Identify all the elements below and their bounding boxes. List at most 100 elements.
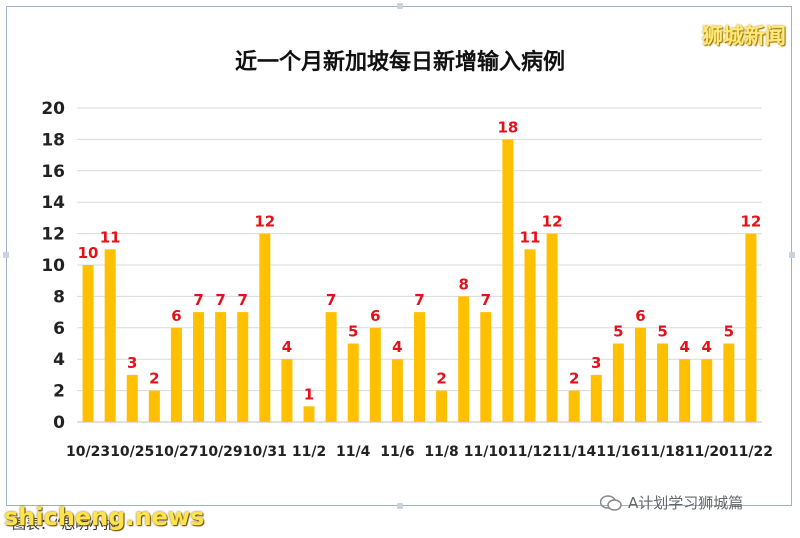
bar xyxy=(82,265,94,422)
y-tick-label: 0 xyxy=(53,413,65,433)
brand-watermark: 狮城新闻 xyxy=(702,24,786,48)
bar xyxy=(104,249,116,422)
bar xyxy=(215,312,227,422)
data-label: 2 xyxy=(149,370,159,388)
y-tick-label: 2 xyxy=(53,382,65,402)
data-label: 7 xyxy=(414,291,424,309)
bar xyxy=(701,359,713,422)
wechat-icon xyxy=(599,494,622,512)
bar xyxy=(303,406,315,422)
bar xyxy=(590,374,602,422)
resize-handle-top[interactable] xyxy=(397,3,403,9)
bar xyxy=(634,327,646,422)
data-label: 6 xyxy=(171,307,181,325)
bar xyxy=(391,359,403,422)
x-tick-label: 11/8 xyxy=(424,444,458,460)
data-label: 7 xyxy=(481,291,491,309)
x-tick-label: 11/22 xyxy=(729,444,773,460)
data-label: 1 xyxy=(304,385,314,403)
data-label: 5 xyxy=(348,323,358,341)
bar xyxy=(237,312,249,422)
bar xyxy=(436,390,448,422)
y-tick-label: 10 xyxy=(41,256,65,276)
bar xyxy=(657,343,669,422)
x-tick-label: 11/2 xyxy=(292,444,326,460)
source-note: 图表：“思明小报” xyxy=(12,517,125,533)
x-tick-label: 11/6 xyxy=(380,444,414,460)
data-label: 4 xyxy=(392,338,402,356)
x-tick-label: 11/4 xyxy=(336,444,371,460)
bar xyxy=(414,312,425,422)
y-tick-label: 18 xyxy=(41,130,65,150)
data-label: 7 xyxy=(215,291,225,309)
data-label: 6 xyxy=(370,307,380,325)
data-label: 4 xyxy=(282,338,292,356)
data-label: 12 xyxy=(254,213,275,231)
account-name: A计划学习狮城篇 xyxy=(628,494,744,512)
y-tick-label: 14 xyxy=(41,193,65,213)
data-label: 10 xyxy=(78,244,99,262)
x-tick-label: 11/18 xyxy=(641,444,685,460)
data-label: 2 xyxy=(569,370,579,388)
data-label: 3 xyxy=(591,354,601,372)
chart-title: 近一个月新加坡每日新增输入病例 xyxy=(234,50,565,75)
x-tick-label: 11/16 xyxy=(596,444,640,460)
site-watermark: shicheng.news xyxy=(4,503,205,531)
data-label: 11 xyxy=(100,228,121,246)
y-tick-label: 4 xyxy=(53,350,65,370)
y-tick-label: 8 xyxy=(53,287,65,307)
data-label: 4 xyxy=(679,338,689,356)
y-tick-label: 6 xyxy=(53,319,65,339)
bar xyxy=(480,312,492,422)
data-label: 5 xyxy=(613,323,623,341)
bar xyxy=(568,390,580,422)
y-tick-label: 20 xyxy=(41,99,65,119)
data-label: 12 xyxy=(542,213,563,231)
data-label: 5 xyxy=(657,323,667,341)
bar xyxy=(259,233,271,422)
x-tick-label: 11/10 xyxy=(464,444,508,460)
data-label: 5 xyxy=(724,323,734,341)
x-tick-label: 10/25 xyxy=(110,444,154,460)
account-badge: A计划学习狮城篇 xyxy=(599,492,744,513)
bar xyxy=(193,312,205,422)
x-tick-label: 11/20 xyxy=(685,444,729,460)
x-tick-label: 10/27 xyxy=(154,444,198,460)
data-label: 7 xyxy=(193,291,203,309)
bar xyxy=(546,233,558,422)
x-tick-label: 10/29 xyxy=(199,444,243,460)
bar xyxy=(369,327,381,422)
x-tick-label: 11/14 xyxy=(552,444,596,460)
bar xyxy=(126,374,138,422)
bar xyxy=(679,359,691,422)
data-label: 11 xyxy=(520,228,541,246)
y-tick-label: 16 xyxy=(41,162,65,182)
bar xyxy=(612,343,624,422)
data-label: 4 xyxy=(702,338,712,356)
data-label: 3 xyxy=(127,354,137,372)
x-tick-label: 10/23 xyxy=(66,444,110,460)
data-label: 8 xyxy=(458,275,468,293)
data-label: 7 xyxy=(326,291,336,309)
bar xyxy=(502,139,514,422)
x-tick-label: 11/12 xyxy=(508,444,552,460)
bar xyxy=(148,390,160,422)
data-label: 6 xyxy=(635,307,645,325)
resize-handle-left[interactable] xyxy=(3,252,9,258)
bar xyxy=(325,312,337,422)
bar xyxy=(170,327,182,422)
y-tick-label: 12 xyxy=(41,225,65,245)
x-tick-label: 10/31 xyxy=(243,444,287,460)
bar xyxy=(281,359,293,422)
data-label: 18 xyxy=(497,118,518,136)
resize-handle-right[interactable] xyxy=(789,252,795,258)
resize-handle-bottom[interactable] xyxy=(397,503,403,509)
data-label: 2 xyxy=(436,370,446,388)
bar xyxy=(347,343,359,422)
data-label: 7 xyxy=(238,291,248,309)
chart-frame xyxy=(6,6,792,506)
data-label: 12 xyxy=(741,213,762,231)
bar xyxy=(524,249,536,422)
bar xyxy=(723,343,735,422)
